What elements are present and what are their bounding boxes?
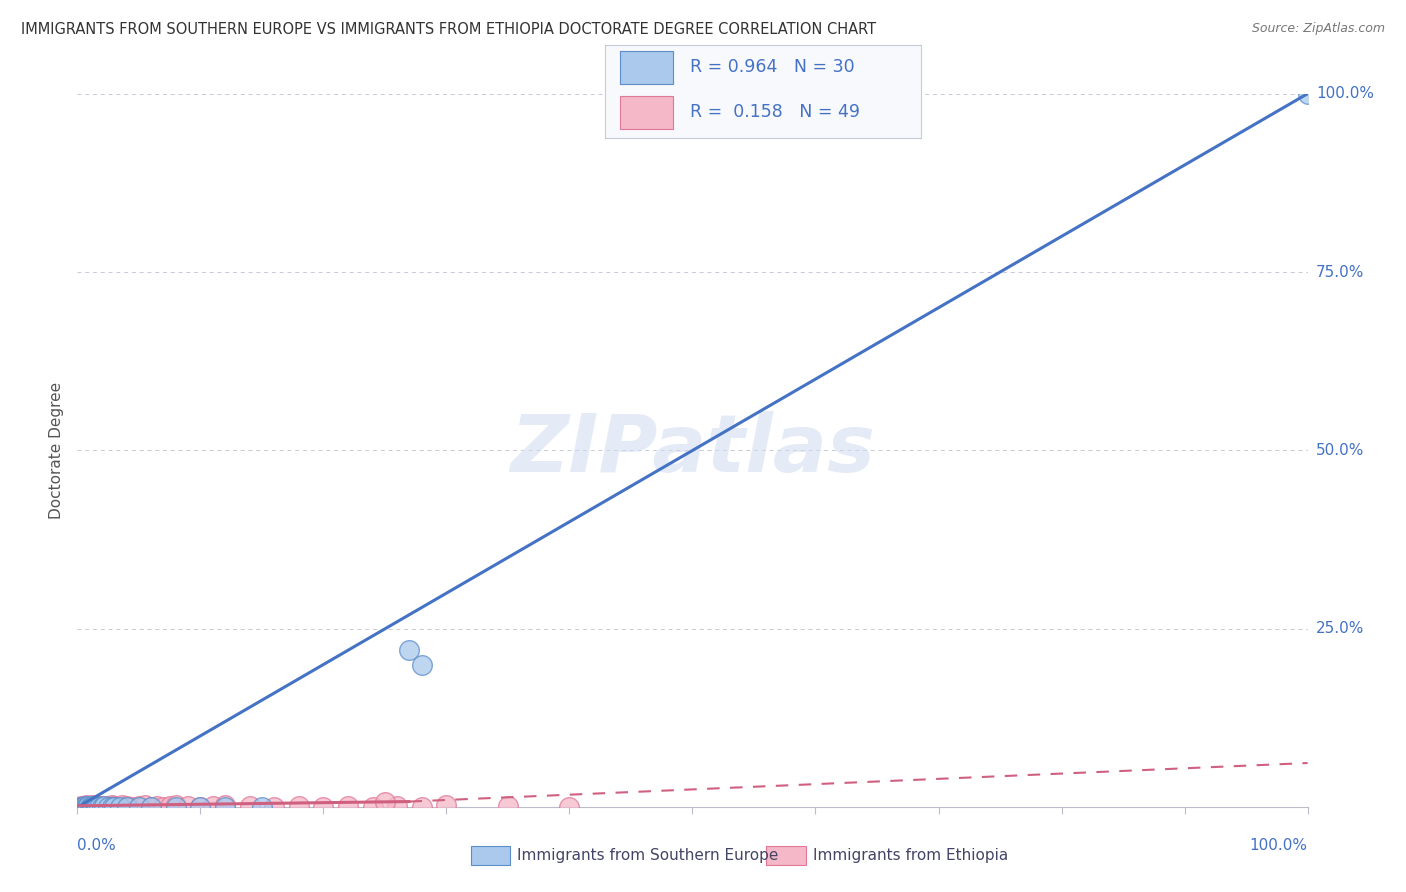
Bar	[620, 51, 672, 84]
Point	[411, 799, 433, 814]
Point	[128, 799, 150, 814]
Point	[110, 799, 132, 814]
Point	[79, 799, 101, 814]
Point	[93, 798, 115, 813]
Text: R =  0.158   N = 49: R = 0.158 N = 49	[690, 103, 860, 121]
Text: 75.0%: 75.0%	[1316, 265, 1364, 279]
Point	[73, 799, 96, 814]
Point	[134, 798, 156, 813]
Point	[398, 643, 420, 657]
Bar	[620, 96, 672, 129]
Point	[82, 799, 104, 814]
Point	[73, 798, 96, 813]
Point	[82, 799, 104, 814]
Point	[374, 795, 396, 809]
Point	[312, 799, 335, 814]
Point	[70, 798, 93, 813]
Point	[103, 799, 125, 814]
Point	[82, 798, 104, 813]
Point	[86, 798, 108, 813]
Point	[103, 798, 125, 813]
Point	[86, 799, 108, 814]
Point	[79, 799, 101, 814]
Point	[111, 798, 132, 813]
Text: 100.0%: 100.0%	[1250, 838, 1308, 854]
Point	[72, 799, 94, 814]
Point	[159, 798, 181, 813]
Point	[76, 799, 98, 814]
Point	[75, 798, 97, 813]
Point	[93, 799, 115, 814]
Point	[90, 799, 114, 814]
Text: 50.0%: 50.0%	[1316, 443, 1364, 458]
Point	[214, 799, 236, 814]
Point	[83, 799, 105, 814]
Point	[83, 798, 105, 813]
Text: 25.0%: 25.0%	[1316, 622, 1364, 636]
Point	[558, 799, 581, 814]
Point	[361, 799, 384, 814]
Point	[89, 799, 111, 814]
Point	[288, 798, 311, 813]
Point	[128, 798, 150, 813]
Point	[1296, 87, 1319, 101]
Point	[250, 799, 273, 814]
Point	[89, 799, 111, 814]
Point	[436, 798, 458, 813]
Point	[188, 799, 212, 814]
Y-axis label: Doctorate Degree: Doctorate Degree	[49, 382, 65, 519]
Point	[496, 798, 519, 813]
Text: Immigrants from Ethiopia: Immigrants from Ethiopia	[813, 848, 1008, 863]
Point	[76, 799, 98, 814]
Point	[67, 799, 90, 814]
Point	[107, 799, 129, 814]
Point	[77, 798, 100, 813]
Point	[72, 798, 94, 813]
Text: ZIPatlas: ZIPatlas	[510, 411, 875, 490]
Point	[177, 798, 200, 813]
Point	[152, 799, 174, 814]
Point	[70, 799, 93, 814]
Text: IMMIGRANTS FROM SOUTHERN EUROPE VS IMMIGRANTS FROM ETHIOPIA DOCTORATE DEGREE COR: IMMIGRANTS FROM SOUTHERN EUROPE VS IMMIG…	[21, 22, 876, 37]
Point	[80, 799, 103, 814]
Point	[201, 798, 224, 813]
Point	[82, 798, 104, 813]
Point	[214, 798, 236, 813]
Point	[188, 799, 212, 814]
Point	[101, 799, 124, 814]
Point	[101, 798, 124, 813]
Point	[141, 799, 163, 814]
Text: Immigrants from Southern Europe: Immigrants from Southern Europe	[517, 848, 779, 863]
Point	[77, 798, 100, 813]
Text: 0.0%: 0.0%	[77, 838, 117, 854]
Text: R = 0.964   N = 30: R = 0.964 N = 30	[690, 58, 855, 76]
Point	[165, 798, 187, 813]
Point	[146, 798, 169, 813]
Point	[84, 798, 107, 813]
Point	[90, 798, 114, 813]
Point	[385, 798, 409, 813]
Point	[115, 798, 138, 813]
Point	[115, 799, 138, 814]
Point	[97, 798, 120, 813]
Point	[141, 799, 163, 814]
Point	[263, 799, 285, 814]
Point	[70, 799, 93, 814]
Point	[239, 798, 262, 813]
Point	[80, 798, 103, 813]
Point	[121, 799, 143, 814]
Text: Source: ZipAtlas.com: Source: ZipAtlas.com	[1251, 22, 1385, 36]
Point	[337, 798, 360, 813]
Point	[411, 657, 433, 672]
Point	[84, 798, 107, 813]
Point	[97, 799, 120, 814]
Point	[75, 799, 97, 814]
Text: 100.0%: 100.0%	[1316, 87, 1374, 101]
Point	[165, 799, 187, 814]
Point	[69, 799, 91, 814]
